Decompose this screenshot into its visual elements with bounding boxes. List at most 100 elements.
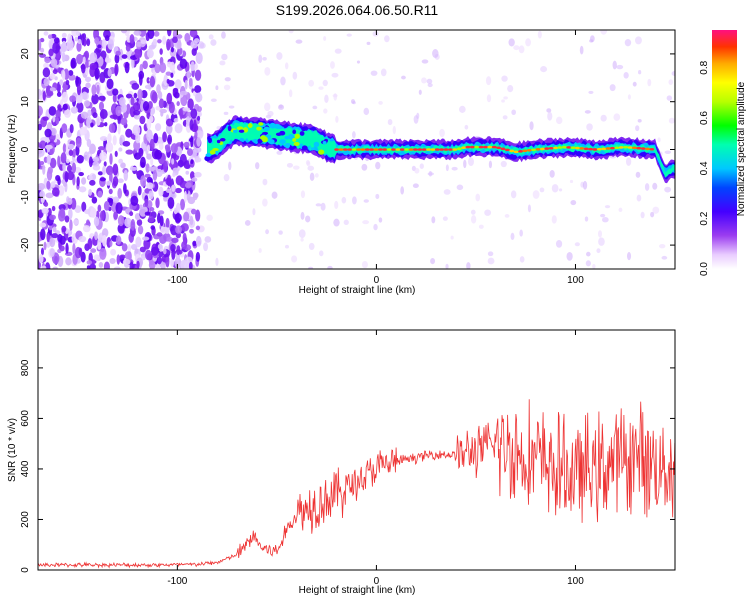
- ridge-blob: [284, 142, 291, 149]
- ridge-blob: [267, 139, 275, 145]
- heat-cell: [89, 52, 98, 63]
- heat-cell: [574, 242, 580, 247]
- heat-cell: [190, 159, 194, 165]
- heat-cell: [125, 128, 133, 138]
- heat-cell: [103, 201, 110, 211]
- heat-cell: [613, 113, 621, 121]
- heat-cell: [612, 60, 617, 70]
- heat-cell: [86, 260, 93, 265]
- heat-cell: [41, 265, 47, 269]
- heat-cell: [146, 77, 151, 84]
- ridge-blob: [238, 129, 245, 133]
- heat-cell: [108, 188, 113, 195]
- ridge-core: [347, 148, 353, 151]
- heat-cell: [121, 54, 128, 59]
- heat-cell: [104, 57, 112, 63]
- heat-cell: [305, 215, 311, 223]
- heat-cell: [566, 251, 573, 261]
- heat-cell: [97, 242, 102, 250]
- heat-cell: [48, 48, 54, 57]
- heat-cell: [165, 177, 172, 186]
- heat-cell: [126, 103, 131, 115]
- heat-cell: [89, 62, 98, 71]
- ridge-core: [356, 148, 361, 151]
- heat-cell: [104, 122, 108, 127]
- heat-cell: [352, 131, 356, 139]
- heat-cell: [171, 237, 179, 244]
- heat-cell: [61, 123, 68, 134]
- heat-cell: [456, 184, 464, 191]
- heat-cell: [62, 103, 68, 111]
- heat-cell: [400, 186, 405, 195]
- heat-cell: [664, 186, 672, 193]
- heat-cell: [49, 214, 56, 221]
- heat-cell: [333, 218, 340, 227]
- heat-cell: [65, 257, 72, 266]
- heat-cell: [177, 47, 183, 56]
- colorbar-tick-label: 0.2: [699, 211, 710, 225]
- heat-cell: [119, 226, 125, 234]
- heat-cell: [154, 149, 163, 160]
- heat-cell: [112, 93, 117, 103]
- heat-cell: [91, 84, 97, 96]
- heat-cell: [650, 211, 655, 218]
- heat-cell: [87, 175, 93, 180]
- heat-cell: [139, 246, 146, 253]
- heat-cell: [503, 96, 508, 100]
- ridge-blob: [258, 122, 264, 126]
- heat-cell: [121, 104, 128, 113]
- ridge-core: [553, 146, 558, 150]
- heat-cell: [421, 59, 429, 64]
- heat-cell: [208, 34, 214, 40]
- y-tick-label: 800: [20, 359, 31, 376]
- snr-line: [38, 399, 675, 569]
- heat-cell: [99, 177, 107, 182]
- ridge-blob: [263, 126, 270, 132]
- heat-cell: [392, 126, 396, 135]
- heat-cell: [66, 39, 74, 51]
- heat-cell: [416, 112, 420, 120]
- y-tick-label: 10: [20, 96, 31, 108]
- heat-cell: [487, 251, 494, 257]
- heat-cell: [133, 109, 141, 116]
- heat-cell: [380, 68, 387, 77]
- heat-cell: [361, 260, 368, 269]
- ridge-blob: [269, 122, 276, 129]
- spectrogram-y-label: Frequency (Hz): [7, 115, 18, 184]
- heat-cell: [372, 31, 379, 37]
- heat-cell: [130, 218, 136, 231]
- heat-cell: [97, 44, 102, 49]
- heat-cell: [118, 97, 126, 106]
- ridge-core: [631, 146, 637, 150]
- heat-cell: [146, 153, 152, 160]
- heat-cell: [175, 225, 182, 234]
- heat-cell: [488, 160, 493, 169]
- heat-cell: [58, 185, 65, 196]
- ridge-blob: [286, 127, 292, 132]
- heat-cell: [181, 241, 187, 250]
- ridge-core: [592, 148, 598, 151]
- heat-cell: [81, 177, 87, 185]
- heat-cell: [284, 244, 290, 249]
- heat-cell: [155, 168, 163, 178]
- heat-cell: [144, 173, 151, 178]
- heat-cell: [130, 96, 135, 106]
- heat-cell: [76, 154, 84, 164]
- heat-cell: [206, 214, 213, 221]
- heat-cell: [305, 160, 310, 165]
- heat-cell: [119, 254, 126, 259]
- heat-cell: [112, 135, 117, 146]
- heat-cell: [288, 89, 293, 98]
- heat-cell: [172, 36, 178, 44]
- heat-cell: [176, 101, 180, 107]
- heat-cell: [142, 236, 150, 241]
- heat-cell: [59, 245, 65, 252]
- heat-cell: [149, 115, 154, 123]
- heat-cell: [501, 75, 508, 82]
- heat-cell: [38, 38, 42, 51]
- heat-cell: [78, 186, 87, 193]
- heat-cell: [597, 230, 603, 238]
- ridge-core: [544, 147, 550, 150]
- heat-cell: [180, 259, 187, 269]
- heat-cell: [265, 229, 269, 235]
